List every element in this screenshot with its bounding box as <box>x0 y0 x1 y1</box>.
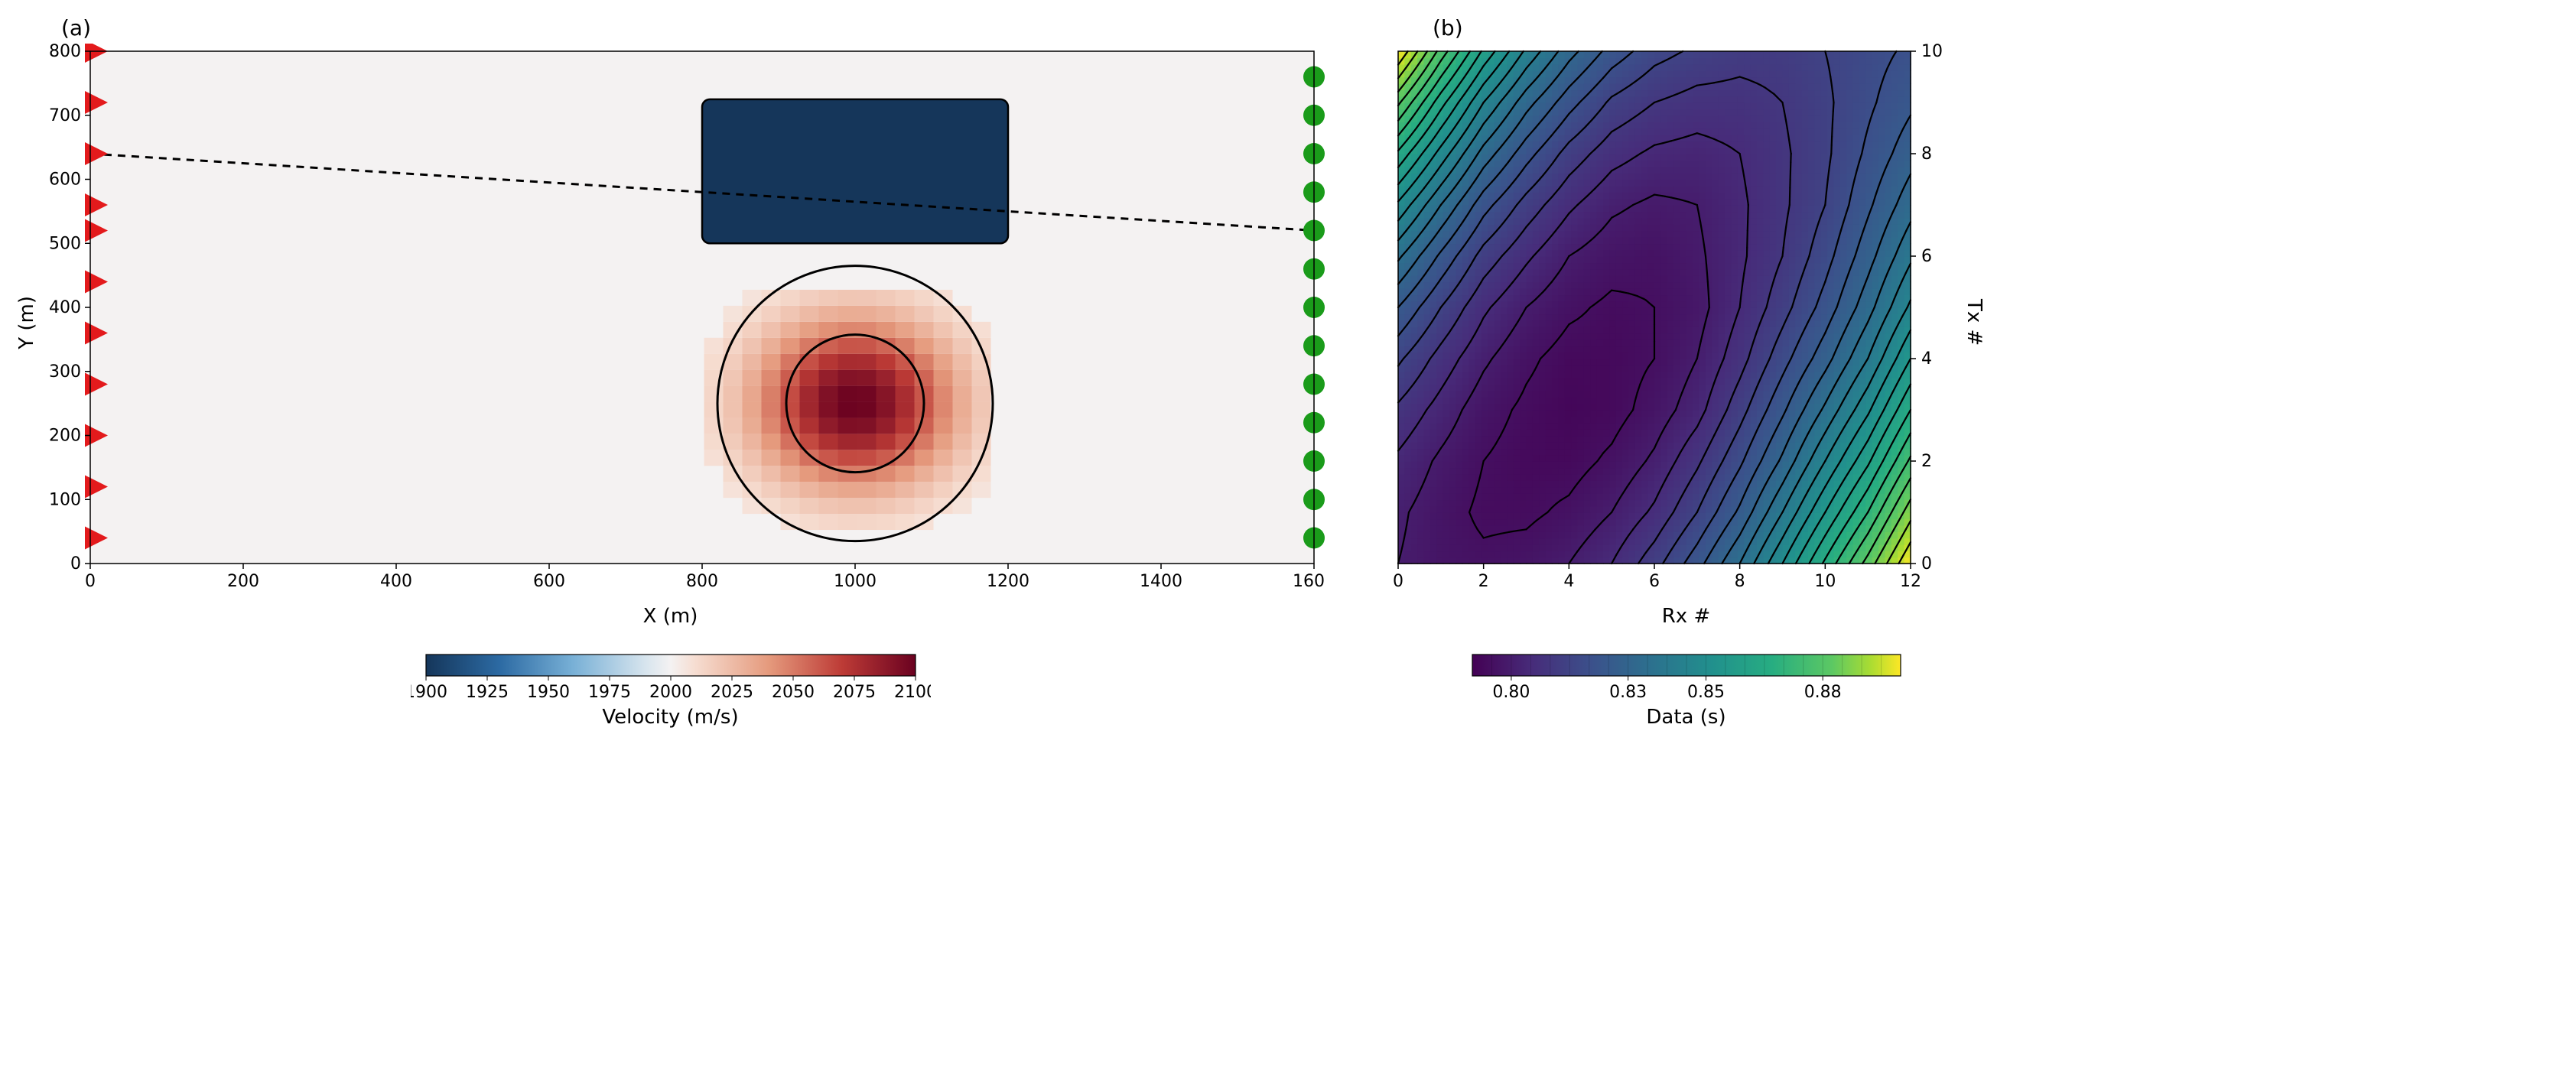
svg-text:200: 200 <box>227 572 259 591</box>
svg-text:600: 600 <box>49 171 81 190</box>
svg-text:2000: 2000 <box>649 683 692 702</box>
svg-text:1400: 1400 <box>1140 572 1182 591</box>
svg-text:100: 100 <box>49 490 81 509</box>
svg-text:500: 500 <box>49 234 81 253</box>
svg-text:2100: 2100 <box>894 683 931 702</box>
svg-text:0: 0 <box>70 554 81 573</box>
panel-a-colorbar: 1900 1925 1950 1975 2000 2025 2050 2075 2100 <box>411 651 931 703</box>
svg-text:1950: 1950 <box>527 683 570 702</box>
svg-text:1900: 1900 <box>411 683 447 702</box>
svg-text:1200: 1200 <box>987 572 1029 591</box>
svg-text:300: 300 <box>49 362 81 382</box>
svg-text:800: 800 <box>49 44 81 61</box>
panel-b-title: (b) <box>1433 15 1463 41</box>
panel-b-xlabel: Rx # <box>1662 605 1711 628</box>
panel-a-xlabel: X (m) <box>643 605 698 628</box>
svg-text:2075: 2075 <box>833 683 876 702</box>
panel-b-ylabel: Tx # <box>1963 299 1986 346</box>
figure: (a) Y (m) 020040060080010001200140016000… <box>15 15 2561 729</box>
svg-text:1000: 1000 <box>834 572 877 591</box>
panel-a-colorbar-title: Velocity (m/s) <box>602 706 738 729</box>
panel-a-plot: 0 200 400 600 800 1000 1200 1400 1600 0 100 200 300 4… <box>44 44 1325 602</box>
svg-text:0: 0 <box>85 572 96 591</box>
panel-b-colorbar: 0.800.830.850.88 <box>1449 651 1924 703</box>
panel-a-title: (a) <box>61 15 91 41</box>
svg-text:700: 700 <box>49 106 81 125</box>
svg-text:600: 600 <box>533 572 565 591</box>
svg-text:800: 800 <box>686 572 718 591</box>
panel-b-colorbar-title: Data (s) <box>1646 706 1725 729</box>
svg-text:1975: 1975 <box>588 683 631 702</box>
svg-text:400: 400 <box>49 298 81 317</box>
svg-text:400: 400 <box>380 572 412 591</box>
svg-text:2025: 2025 <box>711 683 753 702</box>
svg-text:2050: 2050 <box>772 683 815 702</box>
panel-a: (a) Y (m) 020040060080010001200140016000… <box>15 15 1325 729</box>
panel-b: (b) 0246810120246810 Tx # Rx # 0.800.830… <box>1387 15 1986 729</box>
svg-text:1925: 1925 <box>466 683 509 702</box>
panel-a-ylabel: Y (m) <box>15 296 38 349</box>
svg-text:200: 200 <box>49 427 81 446</box>
svg-text:1600: 1600 <box>1293 572 1325 591</box>
panel-b-plot: 0246810120246810 <box>1387 44 1956 602</box>
